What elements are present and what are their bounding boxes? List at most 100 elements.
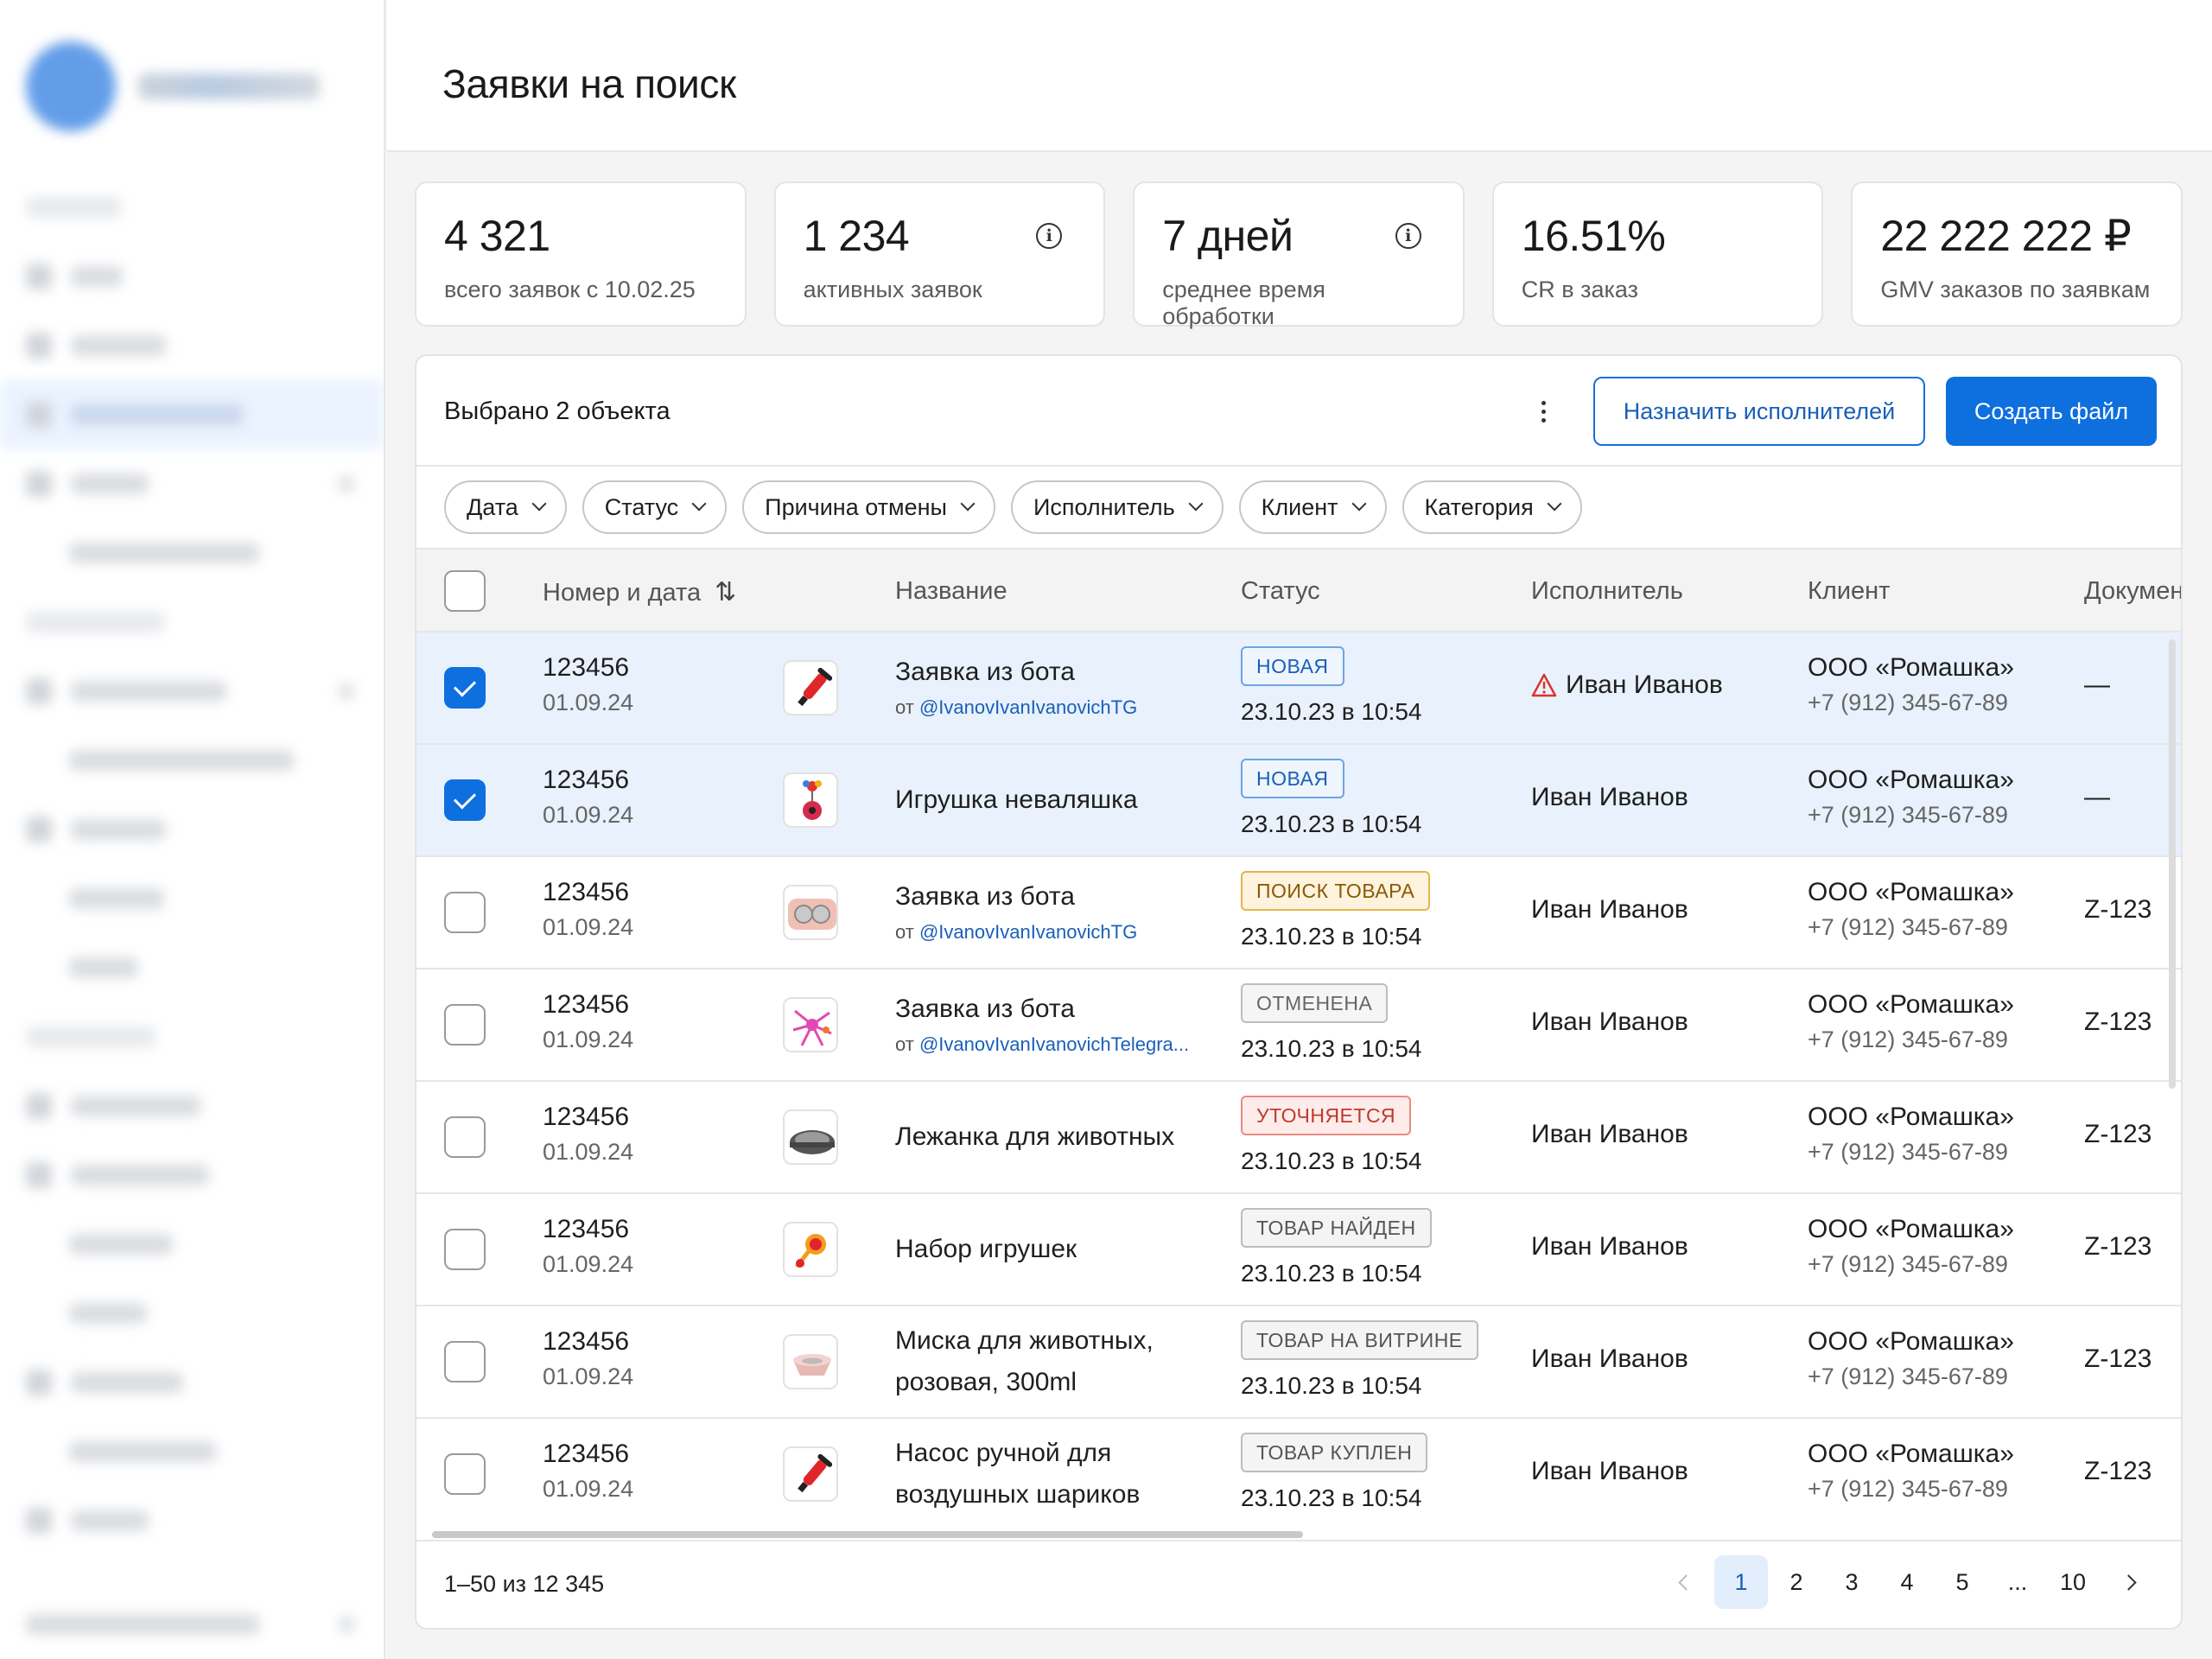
assign-executors-button[interactable]: Назначить исполнителей: [1593, 377, 1925, 446]
request-name[interactable]: Заявка из бота: [895, 995, 1075, 1023]
request-number[interactable]: 123456: [543, 1215, 630, 1243]
document-number[interactable]: Z-123: [2084, 1344, 2152, 1373]
telegram-handle-link[interactable]: @IvanovIvanIvanovichTG: [918, 696, 1138, 718]
column-number-date[interactable]: Номер и дата ⇅: [543, 577, 736, 607]
sidebar-subitem-blurred[interactable]: [0, 1417, 384, 1486]
request-name[interactable]: Насос ручной для воздушных шариков: [895, 1439, 1141, 1509]
page-button[interactable]: 4: [1900, 1568, 1914, 1595]
row-checkbox[interactable]: [444, 1341, 486, 1382]
filter-chip[interactable]: Исполнитель: [1010, 480, 1224, 534]
row-checkbox[interactable]: [444, 1229, 486, 1270]
stat-card: 4 321 всего заявок с 10.02.25: [415, 181, 747, 327]
request-number[interactable]: 123456: [543, 878, 630, 906]
sidebar-subitem-blurred[interactable]: [0, 864, 384, 933]
table-row[interactable]: 123456 01.09.24 Заявка из бота от @IvanovIv…: [416, 857, 2181, 969]
sidebar-item-blurred[interactable]: [0, 1348, 384, 1417]
request-number[interactable]: 123456: [543, 1440, 630, 1468]
request-name[interactable]: Игрушка неваляшка: [895, 785, 1138, 814]
executor-name[interactable]: Иван Иванов: [1531, 671, 1723, 700]
page-button[interactable]: 2: [1789, 1568, 1803, 1595]
sidebar-subitem-blurred[interactable]: [0, 933, 384, 1002]
sidebar-item-blurred[interactable]: [0, 1141, 384, 1210]
table-row[interactable]: 123456 01.09.24 Миска для животных, розова…: [416, 1306, 2181, 1419]
next-page-icon[interactable]: [2101, 1555, 2155, 1609]
executor-name[interactable]: Иван Иванов: [1531, 1457, 1688, 1486]
request-name[interactable]: Набор игрушек: [895, 1235, 1077, 1263]
row-checkbox[interactable]: [444, 1116, 486, 1158]
sidebar-item-blurred[interactable]: [0, 1071, 384, 1141]
page-button[interactable]: 5: [1955, 1568, 1969, 1595]
table-row[interactable]: 123456 01.09.24 Заявка из бота от @IvanovIv…: [416, 632, 2181, 745]
info-icon[interactable]: i: [1036, 223, 1063, 249]
sidebar-item-blurred[interactable]: [0, 449, 384, 518]
filter-chip[interactable]: Клиент: [1238, 480, 1387, 534]
filter-chip[interactable]: Категория: [1402, 480, 1582, 534]
prev-page-icon[interactable]: [1659, 1555, 1713, 1609]
logo-text-blurred: [138, 73, 320, 99]
sidebar-subitem-blurred[interactable]: [0, 1210, 384, 1279]
row-checkbox[interactable]: [444, 667, 486, 709]
sidebar-subitem-blurred[interactable]: [0, 726, 384, 795]
nav-icon: [26, 471, 52, 497]
row-checkbox[interactable]: [444, 1004, 486, 1046]
request-number[interactable]: 123456: [543, 990, 630, 1019]
row-checkbox[interactable]: [444, 1453, 486, 1495]
sidebar-item-blurred[interactable]: [0, 657, 384, 726]
sidebar-item-active-blurred[interactable]: [0, 380, 384, 449]
table-row[interactable]: 123456 01.09.24 Насос ручной для воздушных…: [416, 1419, 2181, 1514]
executor-name[interactable]: Иван Иванов: [1531, 1344, 1688, 1374]
sidebar-item-blurred[interactable]: [0, 795, 384, 864]
row-checkbox[interactable]: [444, 892, 486, 933]
page-button[interactable]: 1: [1714, 1555, 1768, 1609]
table-row[interactable]: 123456 01.09.24 Набор игрушек ТОВАР НАЙДЕН 2…: [416, 1194, 2181, 1306]
select-all-checkbox[interactable]: [444, 570, 486, 612]
executor-name[interactable]: Иван Иванов: [1531, 1007, 1688, 1037]
more-actions-icon[interactable]: [1528, 391, 1559, 432]
table-row[interactable]: 123456 01.09.24 Лежанка для животных УТОЧНЯ…: [416, 1082, 2181, 1194]
sidebar-item-blurred[interactable]: [0, 311, 384, 380]
table-row[interactable]: 123456 01.09.24 Игрушка неваляшка НОВАЯ 23.1…: [416, 745, 2181, 857]
page-button[interactable]: 3: [1845, 1568, 1859, 1595]
horizontal-scrollbar[interactable]: [432, 1531, 1303, 1538]
sidebar-subitem-blurred[interactable]: [0, 518, 384, 588]
document-number[interactable]: Z-123: [2084, 895, 2152, 924]
executor-label: Иван Иванов: [1531, 1007, 1688, 1036]
request-number[interactable]: 123456: [543, 1327, 630, 1356]
telegram-handle-link[interactable]: @IvanovIvanIvanovichTG: [918, 921, 1138, 943]
request-name[interactable]: Заявка из бота: [895, 658, 1075, 686]
filter-chip[interactable]: Дата: [444, 480, 567, 534]
filter-chip[interactable]: Причина отмены: [742, 480, 995, 534]
document-number[interactable]: Z-123: [2084, 1120, 2152, 1148]
request-number[interactable]: 123456: [543, 1103, 630, 1131]
info-icon[interactable]: i: [1395, 223, 1421, 249]
request-name[interactable]: Лежанка для животных: [895, 1122, 1175, 1151]
table-row[interactable]: 123456 01.09.24 Заявка из бота от @IvanovIv…: [416, 969, 2181, 1082]
vertical-scrollbar[interactable]: [2169, 639, 2176, 1089]
request-name[interactable]: Миска для животных, розовая, 300ml: [895, 1326, 1154, 1396]
document-number[interactable]: Z-123: [2084, 1457, 2152, 1485]
document-number[interactable]: Z-123: [2084, 1007, 2152, 1036]
executor-name[interactable]: Иван Иванов: [1531, 1232, 1688, 1262]
request-name[interactable]: Заявка из бота: [895, 882, 1075, 911]
request-number[interactable]: 123456: [543, 653, 630, 682]
page-button[interactable]: 10: [2059, 1568, 2087, 1595]
executor-name[interactable]: Иван Иванов: [1531, 895, 1688, 925]
sidebar-bottom-blurred[interactable]: [0, 1590, 384, 1659]
sort-icon[interactable]: ⇅: [715, 578, 737, 607]
sidebar-logo[interactable]: [0, 0, 384, 173]
row-checkbox[interactable]: [444, 779, 486, 821]
stat-label: всего заявок с 10.02.25: [444, 276, 696, 302]
request-number[interactable]: 123456: [543, 766, 630, 794]
stat-card: 16.51% CR в заказ: [1491, 181, 1824, 327]
executor-name[interactable]: Иван Иванов: [1531, 783, 1688, 812]
status-badge: УТОЧНЯЕТСЯ: [1241, 1096, 1412, 1135]
filter-chip[interactable]: Статус: [582, 480, 728, 534]
source-prefix: от: [895, 696, 914, 718]
create-file-button[interactable]: Создать файл: [1946, 377, 2157, 446]
document-number[interactable]: Z-123: [2084, 1232, 2152, 1261]
sidebar-item-blurred[interactable]: [0, 242, 384, 311]
telegram-handle-link[interactable]: @IvanovIvanIvanovichTelegra...: [918, 1033, 1190, 1055]
executor-name[interactable]: Иван Иванов: [1531, 1120, 1688, 1149]
sidebar-item-blurred[interactable]: [0, 1486, 384, 1555]
sidebar-subitem-blurred[interactable]: [0, 1279, 384, 1348]
